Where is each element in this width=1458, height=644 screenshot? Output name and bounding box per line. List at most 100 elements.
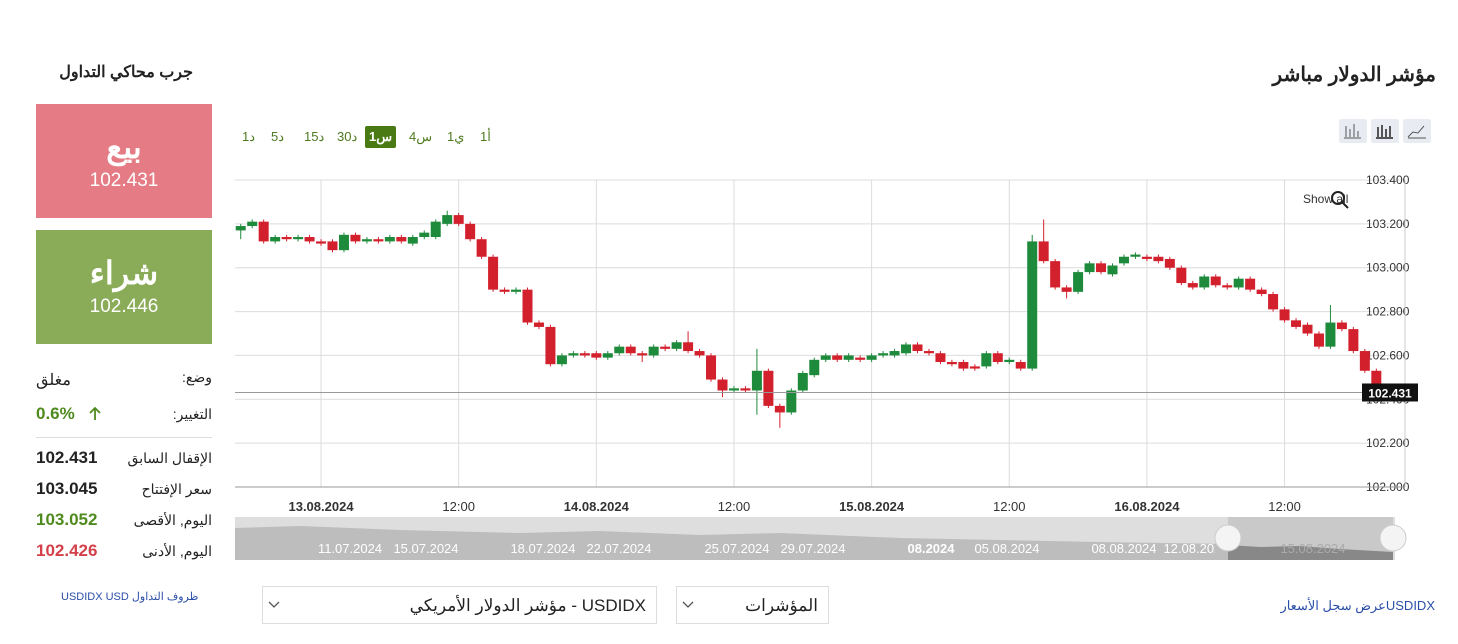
candle-body <box>740 388 751 391</box>
dropdown-chevron <box>682 601 694 608</box>
candle-body <box>304 237 315 242</box>
candle-body <box>832 355 843 360</box>
candle-body <box>1096 263 1107 273</box>
candle-body <box>1118 256 1129 264</box>
candle-body <box>1107 265 1118 275</box>
timeframe-button[interactable]: 1أ <box>480 129 491 144</box>
candle-body <box>763 370 774 406</box>
candle-body <box>419 232 430 238</box>
candle-body <box>579 353 590 356</box>
candle-body <box>1325 322 1336 347</box>
candle-body <box>361 239 372 242</box>
candle-body <box>1256 289 1267 295</box>
candle-body <box>1061 287 1072 292</box>
candle-body <box>820 355 831 360</box>
candle-body <box>946 362 957 365</box>
navigator-label: 15.08.2024 <box>1280 541 1345 556</box>
x-tick-label: 13.08.2024 <box>288 499 354 514</box>
candle-body <box>293 237 304 240</box>
last-price-label: 102.431 <box>1368 386 1412 400</box>
candle-body <box>373 239 384 242</box>
x-tick-label: 12:00 <box>718 499 751 514</box>
up-arrow-icon <box>89 406 101 420</box>
divider <box>36 437 212 438</box>
navigator-label: 11.07.2024 <box>318 541 382 556</box>
timeframe-button[interactable]: 4س <box>409 129 433 144</box>
buy-button[interactable]: شراء 102.446 <box>36 230 212 344</box>
page-title: مؤشر الدولار مباشر <box>1272 64 1436 86</box>
stat-label: اليوم, الأقصى <box>133 512 212 528</box>
navigator-label: 08.2024 <box>908 541 956 556</box>
candle-body <box>614 346 625 354</box>
candle-body <box>533 322 544 327</box>
candle-body <box>1348 329 1359 352</box>
candle-body <box>476 239 487 257</box>
status-value: مغلق <box>36 372 71 389</box>
candle-body <box>1199 276 1210 288</box>
candle-body <box>625 346 636 354</box>
instrument-select[interactable]: USDIDX - مؤشر الدولار الأمريكي <box>262 586 657 624</box>
y-tick-label: 102.800 <box>1366 305 1410 319</box>
candle-body <box>1268 294 1279 310</box>
timeframe-button[interactable]: 1س <box>365 126 397 148</box>
timeframe-button[interactable]: 15د <box>304 129 325 144</box>
instrument-text: USDIDX - مؤشر الدولار الأمريكي <box>409 596 646 615</box>
candle-body <box>694 351 705 356</box>
candle-body <box>1027 241 1038 369</box>
change-label: التغيير: <box>172 406 212 422</box>
candle-body <box>522 289 533 323</box>
candle-body <box>958 362 969 369</box>
navigator-area <box>235 526 1228 560</box>
x-tick-label: 14.08.2024 <box>564 499 630 514</box>
candle-body <box>1084 263 1095 273</box>
x-tick-label: 15.08.2024 <box>839 499 905 514</box>
candle-body <box>407 237 418 244</box>
sell-label: بيع <box>106 129 142 165</box>
timeframe-button[interactable]: 1د <box>242 129 256 144</box>
category-select[interactable]: المؤشرات <box>676 586 829 624</box>
candle-body <box>338 234 349 251</box>
candle-body <box>1359 351 1370 371</box>
candle-body <box>247 221 258 227</box>
candle-body <box>511 289 522 292</box>
candle-body <box>1233 278 1244 288</box>
candle-body <box>637 353 648 356</box>
candle-body <box>648 346 659 356</box>
navigator-label: 05.08.2024 <box>974 541 1039 556</box>
candle-body <box>992 353 1003 363</box>
candle-body <box>1245 278 1256 290</box>
candle-body <box>1015 362 1026 369</box>
candle-body <box>878 353 889 356</box>
candle-body <box>1004 359 1015 363</box>
navigator-handle[interactable] <box>1379 524 1407 552</box>
candle-body <box>591 353 602 358</box>
candle-body <box>1279 309 1290 321</box>
candle-body <box>671 342 682 349</box>
stat-label: اليوم, الأدنى <box>142 543 212 559</box>
candle-body <box>235 226 246 231</box>
sell-button[interactable]: بيع 102.431 <box>36 104 212 218</box>
candle-body <box>1164 258 1175 268</box>
trading-conditions-link[interactable]: USDIDX USD ظروف التداول <box>61 591 199 603</box>
candle-body <box>935 353 946 363</box>
candle-body <box>660 346 671 349</box>
candle-body <box>350 234 361 242</box>
candle-body <box>809 359 820 376</box>
timeframe-button[interactable]: 5د <box>271 129 285 144</box>
price-history-link[interactable]: USDIDXعرض سجل الأسعار <box>1280 598 1435 613</box>
timeframe-button[interactable]: 30د <box>337 129 358 144</box>
candle-body <box>889 351 900 356</box>
dropdown-chevron <box>268 601 280 608</box>
candle-body <box>1153 256 1164 262</box>
candle-body <box>442 215 453 224</box>
candle-body <box>568 353 579 356</box>
navigator-handle[interactable] <box>1214 524 1242 552</box>
chart-type-button[interactable] <box>1403 119 1431 143</box>
timeframe-button[interactable]: 1ي <box>447 129 465 144</box>
y-tick-label: 103.200 <box>1366 217 1410 231</box>
show-all-button[interactable]: Show all <box>1303 192 1348 206</box>
candle-body <box>843 355 854 360</box>
category-text: المؤشرات <box>745 596 818 615</box>
